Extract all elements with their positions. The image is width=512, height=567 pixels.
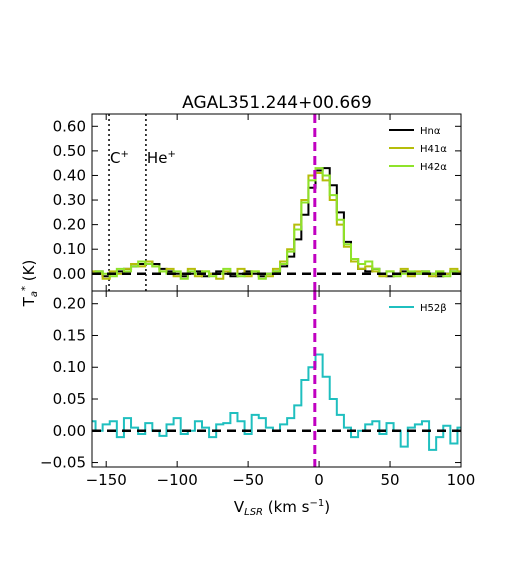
top-panel: C+ He+ 0.00 0.10 0.20 0.30 0.40 0.50 0.60 Hnα H41α… xyxy=(53,113,462,292)
y-tick-label: 0.10 xyxy=(53,240,86,258)
y-tick-label: 0.50 xyxy=(53,142,86,160)
legend: Hnα H41α H42α xyxy=(389,126,447,173)
annotation-label-0: C+ xyxy=(110,149,129,167)
x-tick-label: 0 xyxy=(314,471,324,489)
x-axis-label: VLSR (km s−1) xyxy=(234,498,330,518)
chart-title: AGAL351.244+00.669 xyxy=(182,93,372,113)
y-tick-label: 0.20 xyxy=(53,295,86,313)
y-tick-label: 0.20 xyxy=(53,216,86,234)
y-tick-label: 0.00 xyxy=(53,265,86,283)
legend-label-H42α: H42α xyxy=(420,162,447,173)
y-tick-label: 0.15 xyxy=(53,326,86,344)
legend-label-H52β: H52β xyxy=(420,303,447,314)
x-tick-label: −150 xyxy=(86,471,127,489)
y-tick-label: 0.10 xyxy=(53,358,86,376)
x-tick-label: −100 xyxy=(157,471,198,489)
y-tick-label: 0.30 xyxy=(53,191,86,209)
x-tick-label: −50 xyxy=(232,471,264,489)
legend-label-H41α: H41α xyxy=(420,144,447,155)
series-group xyxy=(92,353,461,451)
series-line-H41α xyxy=(92,172,461,280)
svg-text:Ta* (K): Ta* (K) xyxy=(20,260,40,308)
y-tick-label: 0.40 xyxy=(53,166,86,184)
y-tick-label: −0.05 xyxy=(40,454,86,472)
x-tick-label: 50 xyxy=(380,471,399,489)
legend: H52β xyxy=(389,303,447,314)
bottom-panel: −0.05 0.00 0.05 0.10 0.15 0.20 −150 −100 −50 0 50 1… xyxy=(40,290,476,489)
legend-label-Hnα: Hnα xyxy=(420,126,441,137)
y-tick-label: 0.05 xyxy=(53,390,86,408)
y-tick-label: 0.60 xyxy=(53,117,86,135)
svg-text:VLSR (km s−1): VLSR (km s−1) xyxy=(234,498,330,518)
y-axis-label: Ta* (K) xyxy=(20,260,40,308)
series-line-H52β xyxy=(92,353,461,451)
y-tick-label: 0.00 xyxy=(53,422,86,440)
series-line-Hnα xyxy=(92,167,461,278)
x-tick-label: 100 xyxy=(447,471,476,489)
panel-frame xyxy=(91,290,462,468)
annotation-label-1: He+ xyxy=(147,149,176,167)
series-group xyxy=(92,167,461,280)
